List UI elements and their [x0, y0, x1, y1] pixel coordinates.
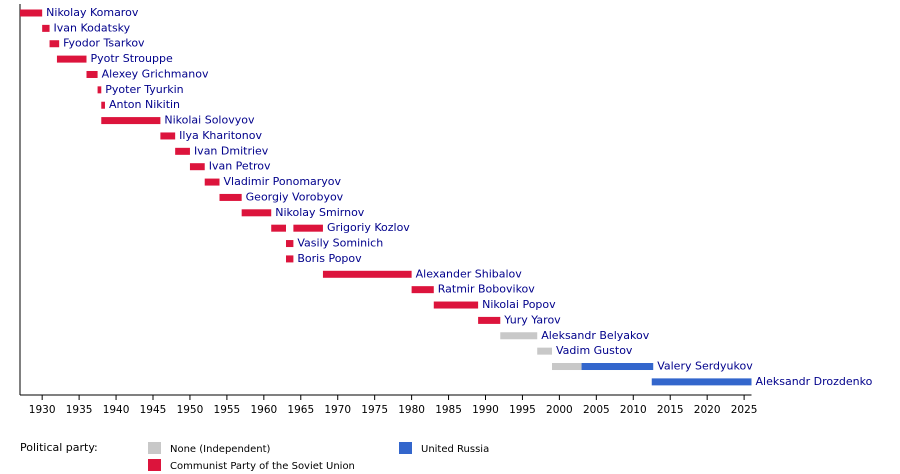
x-tick-label: 1945	[140, 404, 167, 416]
term-bar	[433, 301, 479, 309]
term-bar	[56, 55, 87, 63]
governor-name: Ivan Dmitriev	[194, 144, 269, 157]
term-bar	[411, 286, 434, 294]
term-bar	[293, 224, 323, 232]
governor-name: Yury Yarov	[503, 313, 561, 326]
governor-name: Valery Serdyukov	[657, 360, 753, 373]
term-bar	[286, 240, 294, 248]
legend-swatch	[148, 459, 161, 471]
governor-name: Boris Popov	[297, 252, 362, 265]
x-tick-label: 1970	[324, 404, 351, 416]
term-bar	[651, 378, 752, 386]
governor-name: Aleksandr Belyakov	[541, 329, 649, 342]
term-bar	[322, 270, 412, 278]
term-bar	[286, 255, 294, 263]
term-bar	[101, 117, 161, 125]
governor-name: Nikolay Smirnov	[275, 206, 365, 219]
x-tick-label: 1935	[66, 404, 93, 416]
term-bar	[101, 101, 105, 109]
governor-name: Pyoter Tyurkin	[105, 83, 183, 96]
term-bar	[219, 193, 242, 201]
x-tick-label: 1990	[472, 404, 499, 416]
governor-name: Vadim Gustov	[556, 344, 633, 357]
term-bar	[97, 86, 102, 94]
x-tick-label: 1950	[177, 404, 204, 416]
term-bar	[86, 70, 98, 78]
governor-name: Nikolai Popov	[482, 298, 556, 311]
governor-name: Ratmir Bobovikov	[438, 283, 536, 296]
governor-name: Grigoriy Kozlov	[327, 221, 410, 234]
governor-name: Ivan Petrov	[209, 160, 271, 173]
term-bar	[42, 24, 50, 32]
x-tick-label: 1980	[398, 404, 425, 416]
governor-name: Pyotr Strouppe	[91, 52, 173, 65]
x-tick-label: 1960	[250, 404, 277, 416]
governor-name: Nikolay Komarov	[46, 6, 139, 19]
term-bar	[478, 316, 501, 324]
governor-name: Aleksandr Drozdenko	[756, 375, 873, 388]
governor-name: Anton Nikitin	[109, 98, 180, 111]
term-bar	[175, 147, 190, 155]
legend-swatch	[399, 442, 412, 454]
governor-name: Vladimir Ponomaryov	[224, 175, 342, 188]
x-tick-label: 1995	[509, 404, 536, 416]
term-bar	[160, 132, 176, 140]
term-bar	[189, 163, 205, 171]
legend-label: Communist Party of the Soviet Union	[170, 461, 355, 472]
governor-name: Nikolai Solovyov	[164, 114, 255, 127]
x-tick-label: 1955	[214, 404, 241, 416]
legend-swatch	[148, 442, 161, 454]
x-tick-label: 1940	[103, 404, 130, 416]
legend-title: Political party:	[20, 441, 98, 454]
legend-label: None (Independent)	[170, 444, 271, 455]
governor-name: Fyodor Tsarkov	[63, 37, 145, 50]
term-bar	[581, 363, 654, 371]
term-bar	[271, 224, 286, 232]
legend-label: United Russia	[421, 444, 489, 455]
x-tick-label: 2000	[546, 404, 573, 416]
term-bar	[500, 332, 538, 340]
term-bar	[552, 363, 582, 371]
x-tick-label: 2015	[657, 404, 684, 416]
x-tick-label: 2005	[583, 404, 610, 416]
x-tick-label: 1930	[29, 404, 56, 416]
x-tick-label: 2025	[731, 404, 758, 416]
governor-name: Ivan Kodatsky	[54, 21, 131, 34]
x-tick-label: 2010	[620, 404, 647, 416]
term-bar	[204, 178, 220, 186]
x-tick-label: 1965	[287, 404, 314, 416]
x-tick-label: 1975	[361, 404, 388, 416]
governor-name: Alexander Shibalov	[416, 267, 523, 280]
governor-name: Ilya Kharitonov	[179, 129, 262, 142]
governor-name: Vasily Sominich	[297, 237, 383, 250]
x-tick-label: 2020	[694, 404, 721, 416]
governor-name: Georgiy Vorobyov	[246, 190, 344, 203]
term-bar	[537, 347, 552, 355]
term-bar	[241, 209, 272, 217]
governor-name: Alexey Grichmanov	[102, 67, 209, 80]
x-tick-label: 1985	[435, 404, 462, 416]
term-bar	[49, 40, 60, 48]
term-bar	[20, 9, 43, 17]
